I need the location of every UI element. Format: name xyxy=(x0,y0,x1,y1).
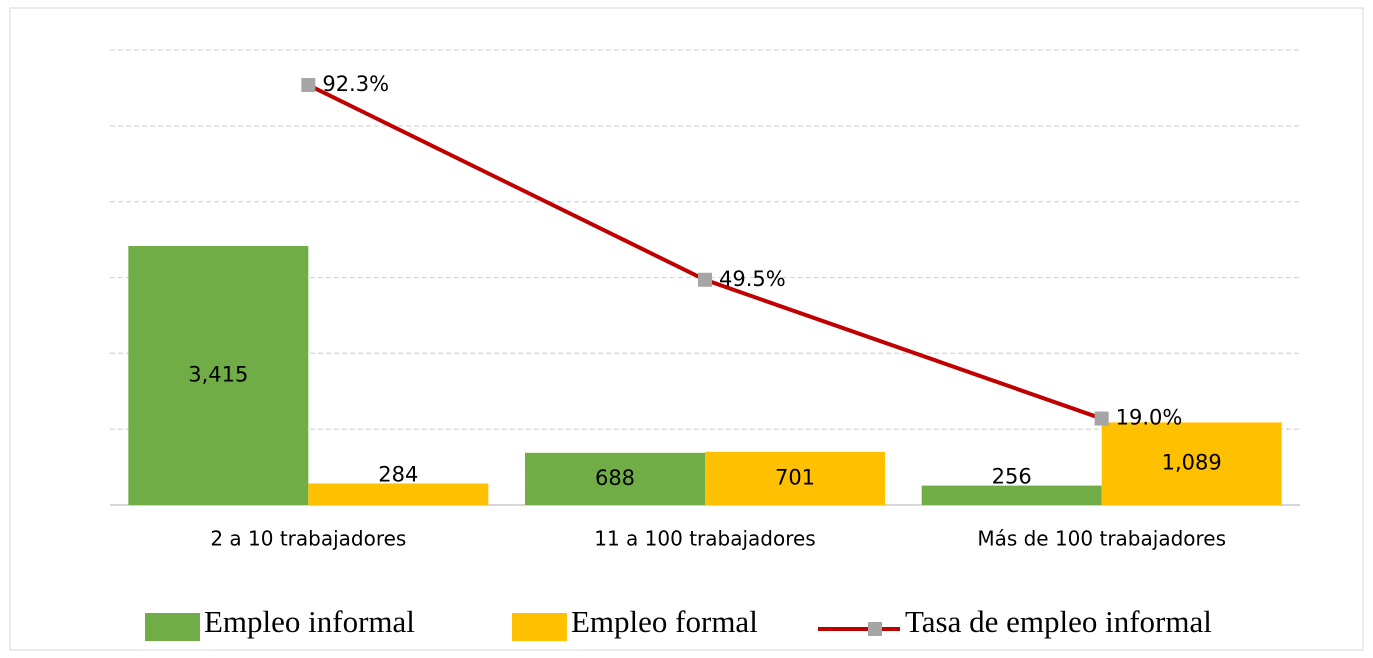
marker xyxy=(698,272,712,287)
data-label: 688 xyxy=(595,466,635,490)
legend-label: Tasa de empleo informal xyxy=(905,604,1212,639)
data-label: 284 xyxy=(378,462,418,486)
marker xyxy=(1094,411,1109,426)
x-tick-label: Más de 100 trabajadores xyxy=(977,527,1226,551)
bar xyxy=(705,451,885,505)
data-label: 1,089 xyxy=(1162,451,1222,475)
data-label: 701 xyxy=(775,465,815,489)
bar xyxy=(308,483,489,505)
legend-swatch xyxy=(512,613,567,641)
legend-label: Empleo formal xyxy=(571,604,758,639)
data-label: 19.0% xyxy=(1116,406,1183,430)
data-label: 92.3% xyxy=(322,72,389,96)
data-label: 256 xyxy=(992,465,1032,489)
legend-label: Empleo informal xyxy=(204,604,415,639)
marker xyxy=(301,78,316,93)
bar xyxy=(525,452,705,505)
bar xyxy=(1101,422,1282,505)
bar xyxy=(921,485,1102,505)
legend-marker xyxy=(868,622,882,636)
data-label: 49.5% xyxy=(719,267,786,291)
bar xyxy=(128,246,309,505)
data-label: 3,415 xyxy=(188,363,248,387)
x-tick-label: 2 a 10 trabajadores xyxy=(210,527,406,551)
legend-swatch xyxy=(145,613,200,641)
x-tick-label: 11 a 100 trabajadores xyxy=(594,527,815,551)
